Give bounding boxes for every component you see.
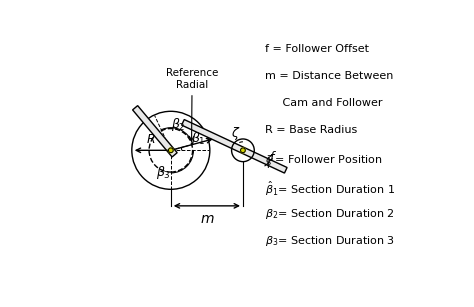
Circle shape [168,148,173,153]
Text: R: R [147,133,155,146]
Text: $\beta_3$= Section Duration 3: $\beta_3$= Section Duration 3 [265,234,395,248]
Text: $\beta_1$: $\beta_1$ [191,130,206,147]
Text: $\zeta$ = Follower Position: $\zeta$ = Follower Position [265,153,383,167]
Text: Cam and Follower: Cam and Follower [265,98,383,108]
Text: $\beta_3$: $\beta_3$ [156,165,171,181]
Text: $\beta_2$: $\beta_2$ [171,115,185,133]
Circle shape [241,148,245,153]
Polygon shape [182,119,287,173]
Text: $\hat{\beta}_1$= Section Duration 1: $\hat{\beta}_1$= Section Duration 1 [265,180,395,198]
Text: $\beta_2$= Section Duration 2: $\beta_2$= Section Duration 2 [265,207,395,221]
Text: Reference
Radial: Reference Radial [166,68,219,141]
Text: f: f [269,151,273,164]
Text: m: m [200,212,214,226]
Text: m = Distance Between: m = Distance Between [265,71,394,81]
Text: R = Base Radius: R = Base Radius [265,126,357,135]
Text: $\zeta$: $\zeta$ [230,125,240,142]
Text: f = Follower Offset: f = Follower Offset [265,44,369,54]
Polygon shape [133,106,177,157]
